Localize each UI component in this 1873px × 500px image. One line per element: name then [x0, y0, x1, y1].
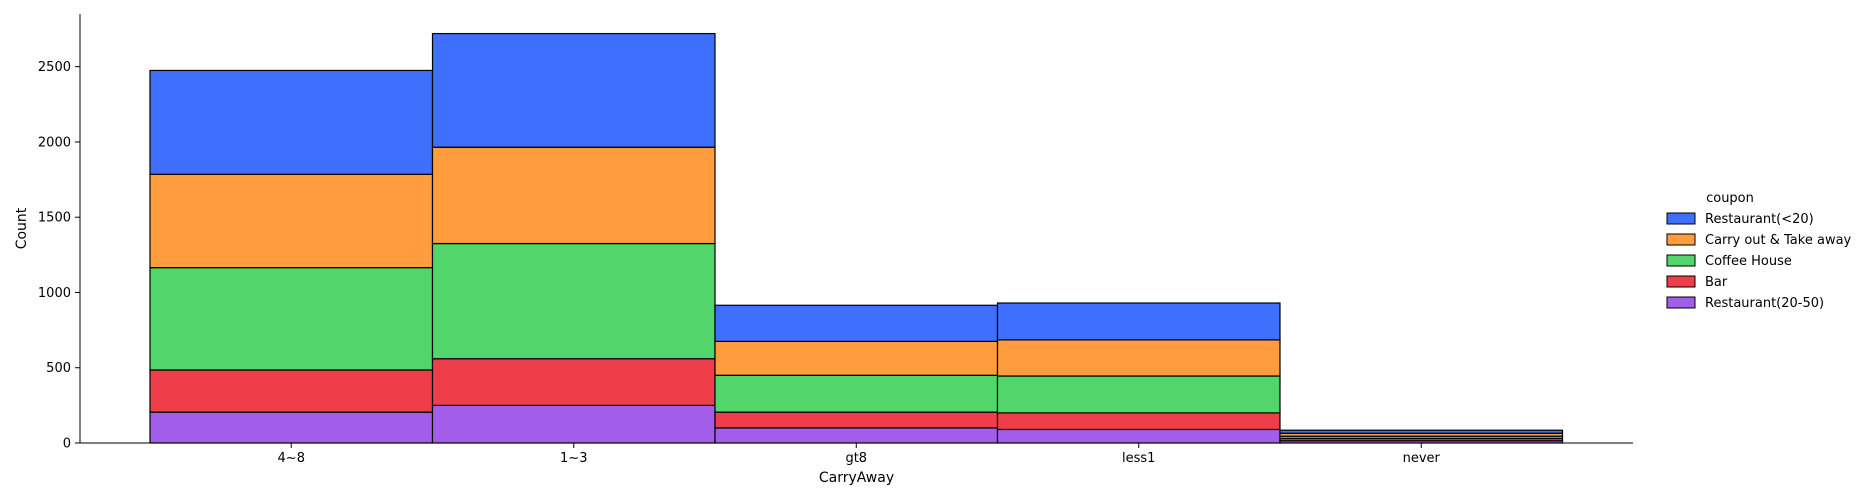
- legend-swatch-4: [1666, 296, 1696, 309]
- bar-3-series-2: [996, 375, 1281, 414]
- bar-2-series-1: [714, 411, 999, 429]
- bar-0-series-2: [149, 267, 434, 371]
- bar-2-series-4: [714, 304, 999, 342]
- bar-3-series-0: [996, 428, 1281, 444]
- bar-0-series-1: [149, 369, 434, 413]
- x-axis-label: CarryAway: [819, 470, 894, 486]
- bar-2-series-0: [714, 427, 999, 444]
- legend-swatch-2: [1666, 254, 1696, 267]
- x-ticks: 4~8 1~3 gt8 less1 never: [278, 443, 1441, 466]
- y-tick-label-1: 500: [46, 361, 71, 376]
- bar-0-series-3: [149, 173, 434, 269]
- bar-2-series-2: [714, 374, 999, 413]
- legend-label-1: Carry out & Take away: [1705, 233, 1852, 248]
- x-tick-label-1: 1~3: [560, 451, 587, 466]
- y-tick-label-4: 2000: [38, 135, 71, 150]
- x-tick-label-4: never: [1403, 451, 1441, 466]
- legend-swatch-3: [1666, 275, 1696, 288]
- y-tick-label-3: 1500: [38, 211, 71, 226]
- bar-1-series-2: [431, 242, 716, 360]
- bar-3-series-4: [996, 302, 1281, 341]
- x-tick-label-2: gt8: [845, 451, 867, 466]
- bar-3-series-1: [996, 412, 1281, 431]
- bars-layer: [149, 32, 1564, 444]
- y-tick-label-5: 2500: [38, 60, 71, 75]
- legend-label-3: Bar: [1705, 275, 1728, 290]
- bar-2-series-3: [714, 340, 999, 376]
- legend-label-2: Coffee House: [1705, 254, 1792, 269]
- bar-1-series-0: [431, 404, 716, 444]
- x-tick-label-0: 4~8: [278, 451, 305, 466]
- legend-swatch-1: [1666, 233, 1696, 246]
- y-tick-label-0: 0: [63, 437, 71, 452]
- legend: coupon Restaurant(<20) Carry out & Take a…: [1666, 191, 1852, 311]
- legend-label-4: Restaurant(20-50): [1705, 296, 1824, 311]
- bar-1-series-1: [431, 358, 716, 406]
- bar-0-series-4: [149, 69, 434, 175]
- bar-1-series-3: [431, 146, 716, 245]
- y-tick-label-2: 1000: [38, 286, 71, 301]
- x-tick-label-3: less1: [1122, 451, 1155, 466]
- y-axis-label: Count: [14, 207, 30, 249]
- bar-3-series-3: [996, 339, 1281, 377]
- bar-1-series-4: [431, 32, 716, 148]
- legend-title: coupon: [1706, 191, 1754, 206]
- bar-0-series-0: [149, 411, 434, 444]
- legend-swatch-0: [1666, 212, 1696, 225]
- legend-label-0: Restaurant(<20): [1705, 212, 1814, 227]
- bar-4-series-4: [1279, 429, 1564, 434]
- y-ticks: 0 500 1000 1500 2000 2500: [38, 60, 80, 452]
